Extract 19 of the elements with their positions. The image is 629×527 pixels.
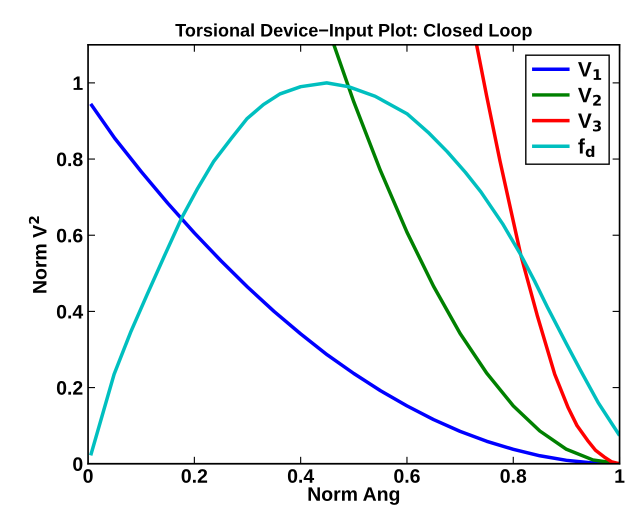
x-tick-label: 0.2 <box>182 469 208 483</box>
chart-title: Torsional Device−Input Plot: Closed Loop <box>175 23 532 40</box>
x-tick-label: 0.6 <box>394 469 420 483</box>
legend-label: V$_{3}$ <box>578 114 601 132</box>
legend-label: V$_{2}$ <box>578 88 601 106</box>
x-tick-label: 0.4 <box>288 469 314 483</box>
x-tick-label: 1 <box>615 469 624 483</box>
y-tick-label: 0 <box>73 457 82 471</box>
legend-label: V$_{1}$ <box>578 62 602 80</box>
y-axis-title: Norm V$^{2}$ <box>28 216 47 293</box>
y-tick-label: 0.6 <box>56 228 82 242</box>
x-tick-label: 0 <box>83 469 93 483</box>
legend-label: f$_{d}$ <box>578 138 594 158</box>
y-tick-label: 0.8 <box>56 152 83 166</box>
x-axis-title: Norm Ang <box>308 487 400 505</box>
y-tick-label: 0.4 <box>56 304 84 319</box>
y-tick-label: 1 <box>74 76 83 90</box>
y-tick-label: 0.2 <box>56 381 82 395</box>
x-tick-label: 0.8 <box>500 469 526 483</box>
